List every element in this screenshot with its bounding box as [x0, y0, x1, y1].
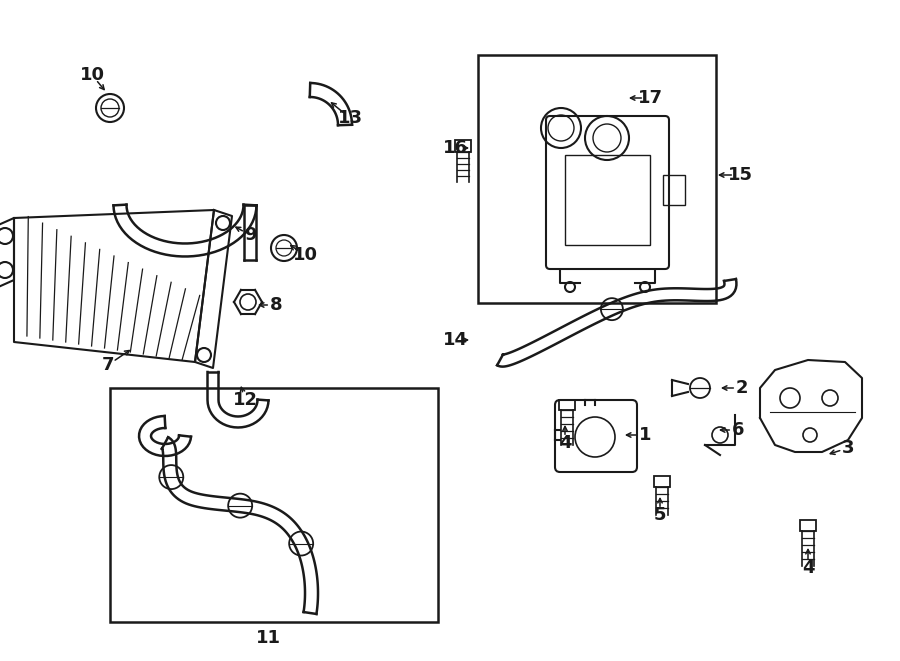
Text: 16: 16 [443, 139, 467, 157]
Bar [455, 140, 471, 152]
Text: 17: 17 [637, 89, 662, 107]
Text: 6: 6 [732, 421, 744, 439]
Text: 11: 11 [256, 629, 281, 647]
Text: 10: 10 [79, 66, 104, 84]
Text: 5: 5 [653, 506, 666, 524]
Text: 10: 10 [292, 246, 318, 264]
Text: 4: 4 [802, 559, 814, 577]
Text: 12: 12 [232, 391, 257, 409]
Text: 15: 15 [727, 166, 752, 184]
Bar [110, 388, 438, 622]
Bar [800, 520, 816, 531]
Text: 8: 8 [270, 296, 283, 314]
Text: 9: 9 [244, 226, 256, 244]
Text: 14: 14 [443, 331, 467, 349]
Bar [565, 155, 650, 245]
Text: 3: 3 [842, 439, 854, 457]
Text: 13: 13 [338, 109, 363, 127]
Text: 2: 2 [736, 379, 748, 397]
Bar [663, 175, 685, 205]
Bar [654, 476, 670, 487]
Text: 1: 1 [639, 426, 652, 444]
Bar [559, 400, 575, 410]
Text: 4: 4 [559, 434, 572, 452]
Text: 7: 7 [102, 356, 114, 374]
Bar [478, 55, 716, 303]
